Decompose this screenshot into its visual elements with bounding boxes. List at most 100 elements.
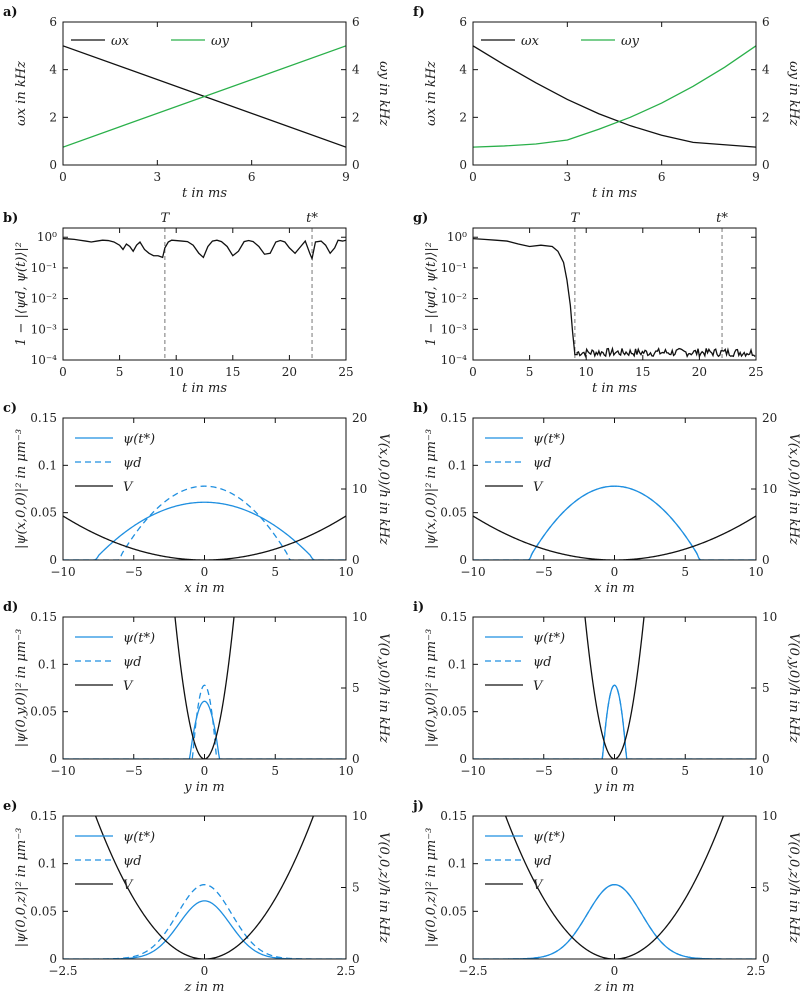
x-tick-label: 0 [59, 170, 67, 184]
y2-tick-label: 5 [352, 881, 360, 895]
x-tick-label: 5 [116, 365, 124, 379]
panel-label: g) [413, 211, 428, 226]
y-tick-label: 0.1 [38, 857, 57, 871]
y-axis-label: 1 − |⟨ψd, ψ(t)⟩|² [424, 242, 439, 346]
y2-tick-label: 0 [762, 158, 770, 172]
y-tick-label: 0.05 [440, 904, 467, 918]
x-tick-label: −2.5 [48, 964, 77, 978]
legend-label: ωx [521, 34, 540, 49]
y-tick-label: 0.1 [448, 657, 467, 671]
legend-label: V [123, 878, 134, 893]
legend-label: ψd [533, 854, 552, 869]
marker-label: t* [716, 211, 728, 226]
x-axis-label: t in ms [592, 186, 637, 201]
y-tick-label: 4 [459, 63, 467, 77]
y2-tick-label: 5 [762, 681, 770, 695]
series-line-V [504, 816, 725, 959]
x-tick-label: 3 [154, 170, 162, 184]
x-tick-label: −2.5 [458, 964, 487, 978]
x-tick-label: 10 [748, 764, 763, 778]
legend-label: V [533, 679, 544, 694]
y-tick-label: 6 [49, 15, 57, 29]
x-axis-label: x in m [184, 581, 224, 596]
x-tick-label: 5 [271, 565, 279, 579]
plot-area [63, 237, 346, 261]
series-line-ωy [473, 45, 756, 148]
x-tick-label: 0 [611, 964, 619, 978]
series-line-V [94, 816, 315, 959]
y2-axis-label: V(0,0,z)/h in kHz [376, 832, 391, 943]
plot-frame [472, 616, 757, 760]
x-axis-label: x in m [594, 581, 634, 596]
x-tick-label: 0 [611, 764, 619, 778]
plot-frame [472, 227, 757, 361]
plot-frame [62, 417, 347, 561]
legend-label: ψ(t*) [533, 432, 565, 447]
y-tick-label: 0.15 [30, 809, 57, 823]
y-tick-label: 10⁻³ [31, 322, 58, 336]
y2-tick-label: 6 [762, 15, 770, 29]
y-tick-label: 0.1 [38, 657, 57, 671]
plot-frame [62, 21, 347, 166]
legend-label: ψ(t*) [533, 631, 565, 646]
plot-frame [62, 227, 347, 361]
plot-area [63, 617, 346, 759]
x-tick-label: 15 [635, 365, 650, 379]
y2-tick-label: 2 [762, 110, 770, 124]
y-tick-label: 0.05 [30, 904, 57, 918]
y-tick-label: 10⁻² [441, 292, 468, 306]
legend-label: ωx [111, 34, 130, 49]
x-tick-label: 0 [59, 365, 67, 379]
y2-tick-label: 10 [762, 610, 777, 624]
x-tick-label: 0 [469, 170, 477, 184]
series-line-V [63, 515, 346, 560]
series-line-ψd [63, 485, 346, 560]
legend-label: V [123, 480, 134, 495]
y-tick-label: 10⁻¹ [31, 261, 57, 275]
y-axis-label: |ψ(0,y,0)|² in μm⁻³ [14, 629, 29, 747]
marker-label: t* [306, 211, 318, 226]
legend-label: ωy [621, 34, 640, 49]
x-tick-label: 9 [752, 170, 760, 184]
y2-tick-label: 20 [762, 411, 777, 425]
series-line-ψd [473, 485, 756, 560]
x-tick-label: −5 [125, 764, 143, 778]
x-axis-label: t in ms [592, 381, 637, 396]
series-line-V [174, 617, 235, 759]
y-tick-label: 10⁻³ [441, 322, 468, 336]
y-tick-label: 0 [49, 952, 57, 966]
x-tick-label: −10 [460, 565, 485, 579]
y2-axis-label: V(0,y,0)/h in kHz [376, 633, 391, 743]
y2-tick-label: 0 [762, 553, 770, 567]
panel-label: j) [412, 799, 424, 814]
series-line-ωy [63, 45, 346, 148]
series-line-curve [63, 237, 346, 261]
y-tick-label: 0.15 [30, 610, 57, 624]
x-tick-label: 5 [681, 764, 689, 778]
x-tick-label: −5 [535, 565, 553, 579]
series-line-ψ(t*) [63, 501, 346, 560]
plot-frame [472, 21, 757, 166]
x-tick-label: 20 [692, 365, 707, 379]
y2-tick-label: 5 [762, 881, 770, 895]
y-tick-label: 2 [49, 110, 57, 124]
legend-label: ψd [533, 655, 552, 670]
x-tick-label: −5 [535, 764, 553, 778]
panel-b: b) 0 5 10 15 20 25 10⁻⁴ 10⁻³ 10⁻² 10⁻¹ 10⁰ t in ms 1 … [3, 211, 354, 396]
marker-label: T [571, 211, 581, 226]
panel-label: i) [413, 600, 424, 615]
x-tick-label: 0 [201, 764, 209, 778]
y2-tick-label: 0 [352, 752, 360, 766]
panel-label: h) [413, 401, 429, 416]
y-tick-label: 10⁻⁴ [31, 353, 58, 367]
y-tick-label: 10⁰ [37, 230, 57, 244]
panel-label: a) [3, 5, 18, 20]
plot-frame [62, 815, 347, 960]
x-tick-label: 10 [748, 565, 763, 579]
y-tick-label: 0.05 [440, 506, 467, 520]
y-tick-label: 6 [459, 15, 467, 29]
